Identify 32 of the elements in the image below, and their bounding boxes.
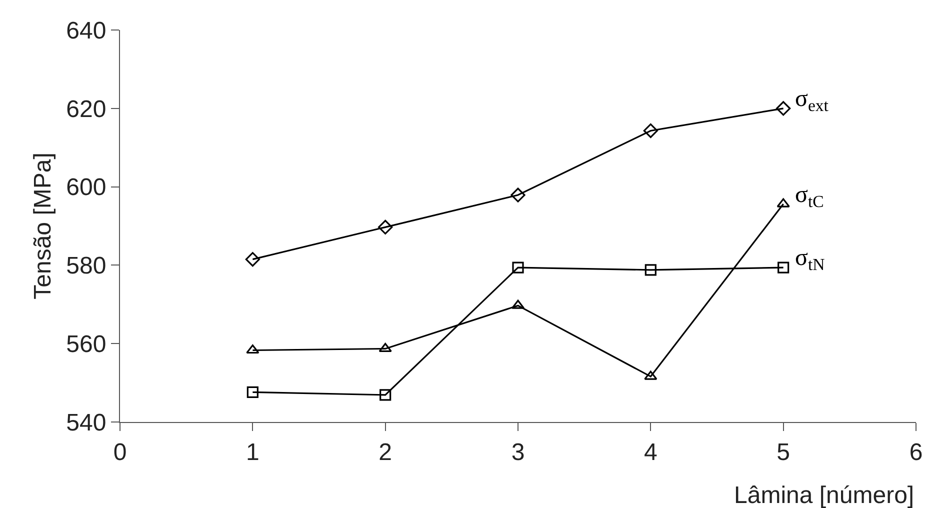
point <box>246 386 258 398</box>
x-tick-label: 4 <box>644 438 658 466</box>
series-label: σ$_{tC}$ <box>795 182 824 212</box>
series-label: σ$_{tN}$ <box>795 245 825 274</box>
y-tick-label: 560 <box>66 331 106 358</box>
y-tick-label: 640 <box>66 17 106 44</box>
point <box>644 370 658 380</box>
y-tick-label: 580 <box>66 252 106 280</box>
point <box>246 344 260 354</box>
series-label: σ$_{ext}$ <box>795 86 829 116</box>
point <box>380 389 392 401</box>
x-tick-label: 3 <box>511 438 525 466</box>
point <box>510 188 526 202</box>
x-tick-label: 1 <box>246 438 260 466</box>
x-tick-label: 5 <box>776 438 790 466</box>
point <box>643 123 658 138</box>
x-tick-label: 0 <box>113 438 127 466</box>
point <box>378 342 392 352</box>
y-tick-label: 600 <box>66 174 106 202</box>
x-tick-label: 2 <box>378 438 392 466</box>
y-tick-label: 620 <box>66 96 106 123</box>
point <box>378 220 393 234</box>
point <box>512 262 524 274</box>
point <box>778 262 790 274</box>
point <box>776 101 791 116</box>
point <box>245 252 260 267</box>
y-tick-label: 540 <box>66 409 106 436</box>
x-tick-label: 6 <box>909 438 923 466</box>
point <box>644 264 656 276</box>
point <box>776 198 790 208</box>
x-axis-title: Lâmina [número] <box>734 482 914 508</box>
y-axis-title: Tensão [MPa] <box>29 152 56 300</box>
